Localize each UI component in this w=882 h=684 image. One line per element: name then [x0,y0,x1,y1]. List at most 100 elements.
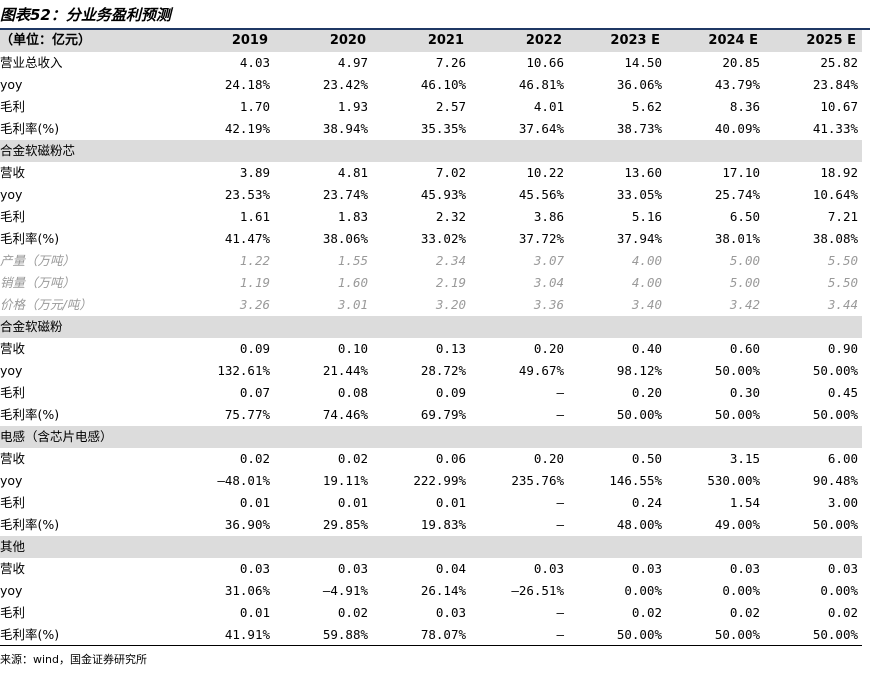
value-cell: 23.53% [224,187,270,202]
value-cell [666,536,764,558]
value-cell: 132.61% [217,363,270,378]
value-cell: 2.34 [435,253,466,268]
value-cell: 3.26 [239,297,270,312]
value-cell: 0.07 [239,385,270,400]
value-cell: 0.90 [827,341,858,356]
value-cell [274,426,372,448]
row-label: 产量（万吨） [0,253,76,268]
section-label: 电感（含芯片电感） [0,429,113,444]
value-cell: 45.56% [518,187,564,202]
value-cell [666,140,764,162]
row-label: 毛利 [0,385,26,400]
value-cell: 0.08 [337,385,368,400]
table-body: 营业总收入 4.03 4.97 7.26 10.66 14.50 20.85 25.82 yoy… [0,52,862,646]
value-cell: 0.09 [435,385,466,400]
value-cell: 75.77% [224,407,270,422]
value-cell: 146.55% [609,473,662,488]
value-cell: 41.91% [224,627,270,642]
row-label: 毛利率(%) [0,517,60,532]
value-cell: 10.22 [526,165,564,180]
table-row: 毛利 0.07 0.08 0.09 – 0.20 0.30 0.45 [0,382,862,404]
value-cell: 0.50 [631,451,662,466]
value-cell: 48.00% [616,517,662,532]
value-cell: 37.72% [518,231,564,246]
value-cell: 13.60 [624,165,662,180]
value-cell: 19.11% [322,473,368,488]
table-row: yoy 23.53% 23.74% 45.93% 45.56% 33.05% 25.74% 1… [0,184,862,206]
value-cell: 0.40 [631,341,662,356]
value-cell: –4.91% [322,583,368,598]
section-header-row: 其他 [0,536,862,558]
value-cell: 0.30 [729,385,760,400]
value-cell: 0.01 [435,495,466,510]
row-label: 价格（万元/吨） [0,297,92,312]
value-cell [372,140,470,162]
value-cell [568,140,666,162]
value-cell: 0.03 [533,561,564,576]
value-cell: 24.18% [224,77,270,92]
section-label: 合金软磁粉芯 [0,143,76,158]
value-cell: – [556,385,564,400]
row-label: 毛利率(%) [0,627,60,642]
value-cell: 4.01 [533,99,564,114]
section-header-row: 电感（含芯片电感） [0,426,862,448]
value-cell: 1.93 [337,99,368,114]
value-cell: 50.00% [812,517,858,532]
section-label: 合金软磁粉 [0,319,63,334]
value-cell [764,140,862,162]
value-cell: 45.93% [420,187,466,202]
value-cell: 2.32 [435,209,466,224]
row-label: yoy [0,187,23,202]
value-cell: 0.03 [631,561,662,576]
value-cell: 21.44% [322,363,368,378]
table-row: yoy 24.18% 23.42% 46.10% 46.81% 36.06% 43.79% 2… [0,74,862,96]
value-cell [568,426,666,448]
year-header: 2025 E [806,33,856,48]
value-cell: 0.03 [239,561,270,576]
value-cell [176,316,274,338]
value-cell: 3.40 [631,297,662,312]
table-row: 毛利 0.01 0.02 0.03 – 0.02 0.02 0.02 [0,602,862,624]
value-cell [568,536,666,558]
value-cell: 20.85 [722,55,760,70]
value-cell: 50.00% [812,627,858,642]
value-cell: 4.81 [337,165,368,180]
value-cell [176,140,274,162]
value-cell: 0.24 [631,495,662,510]
year-header: 2019 [231,33,268,48]
value-cell: 0.03 [827,561,858,576]
value-cell: 50.00% [616,407,662,422]
value-cell: 0.60 [729,341,760,356]
value-cell: 3.42 [729,297,760,312]
value-cell: 46.81% [518,77,564,92]
value-cell [470,426,568,448]
value-cell: 3.01 [337,297,368,312]
value-cell: 28.72% [420,363,466,378]
value-cell: 41.33% [812,121,858,136]
value-cell: 4.00 [631,275,662,290]
value-cell: 41.47% [224,231,270,246]
value-cell: 37.64% [518,121,564,136]
value-cell: 69.79% [420,407,466,422]
table-row: yoy 31.06% –4.91% 26.14% –26.51% 0.00% 0.00% 0.… [0,580,862,602]
forecast-table: （单位：亿元） 2019 2020 2021 2022 2023 E 2024 … [0,30,862,646]
value-cell: 7.21 [827,209,858,224]
value-cell [274,140,372,162]
value-cell: 37.94% [616,231,662,246]
value-cell: 0.00% [624,583,662,598]
value-cell: 3.20 [435,297,466,312]
value-cell: 6.50 [729,209,760,224]
value-cell: 0.01 [337,495,368,510]
value-cell: 5.00 [729,275,760,290]
value-cell: 0.02 [239,451,270,466]
value-cell: 222.99% [413,473,466,488]
row-label: yoy [0,473,23,488]
value-cell [470,140,568,162]
value-cell: 36.90% [224,517,270,532]
value-cell: 0.04 [435,561,466,576]
row-label: 销量（万吨） [0,275,76,290]
value-cell: 14.50 [624,55,662,70]
table-row: 价格（万元/吨） 3.26 3.01 3.20 3.36 3.40 3.42 3.44 [0,294,862,316]
value-cell: 50.00% [616,627,662,642]
value-cell [764,316,862,338]
